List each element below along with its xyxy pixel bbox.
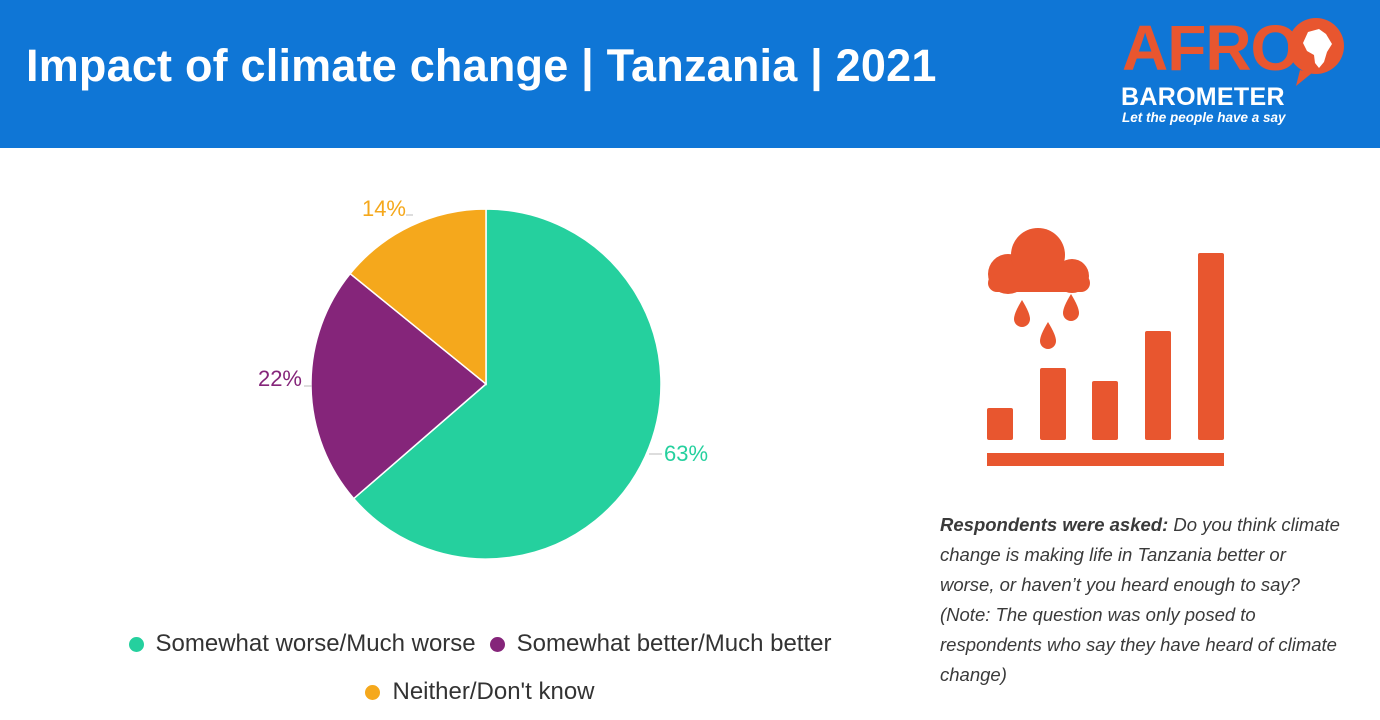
- afrobarometer-logo: AFRO BAROMETER Let the people have a say: [1118, 12, 1358, 130]
- note-lead: Respondents were asked:: [940, 514, 1169, 535]
- logo-sub-wordmark: BAROMETER: [1121, 83, 1285, 111]
- legend-item-worse: Somewhat worse/Much worse: [128, 630, 476, 658]
- legend-row: Neither/Don't know: [0, 668, 960, 716]
- question-note: Respondents were asked: Do you think cli…: [940, 510, 1340, 690]
- africa-speech-bubble-icon: [1286, 14, 1346, 93]
- slice-value-label: 63%: [664, 441, 708, 466]
- pie-slice: [349, 208, 487, 386]
- chart-legend: Somewhat worse/Much worse Somewhat bette…: [0, 620, 960, 716]
- rain-cloud-bar-chart-icon: [980, 222, 1230, 472]
- logo-tagline: Let the people have a say: [1122, 110, 1286, 125]
- slice-value-label: 22%: [258, 366, 302, 391]
- slice-value-label: 14%: [362, 196, 406, 221]
- legend-label: Somewhat worse/Much worse: [155, 630, 476, 657]
- legend-swatch: [128, 636, 144, 652]
- note-text: Do you think climate change is making li…: [940, 514, 1340, 685]
- legend-swatch: [365, 684, 381, 700]
- legend-label: Neither/Don't know: [392, 678, 595, 705]
- pie-slice: [310, 272, 488, 500]
- page-title: Impact of climate change | Tanzania | 20…: [26, 40, 937, 91]
- logo-wordmark: AFRO: [1122, 12, 1300, 84]
- legend-item-neither: Neither/Don't know: [365, 678, 595, 706]
- legend-label: Somewhat better/Much better: [516, 630, 832, 657]
- legend-row: Somewhat worse/Much worse Somewhat bette…: [0, 620, 960, 668]
- pie-chart: 63% 22% 14%: [258, 196, 708, 560]
- legend-swatch: [489, 636, 505, 652]
- header-banner: Impact of climate change | Tanzania | 20…: [0, 0, 1380, 148]
- legend-item-better: Somewhat better/Much better: [489, 630, 832, 658]
- pie-slice: [352, 208, 662, 560]
